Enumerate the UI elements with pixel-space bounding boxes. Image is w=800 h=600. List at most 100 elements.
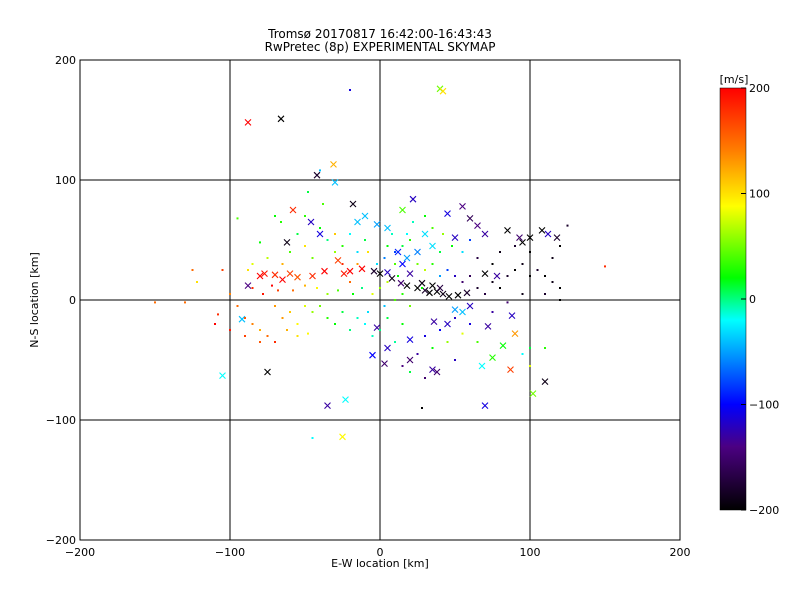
dot-marker-point xyxy=(416,263,419,265)
colorbar-ticks: 200 100 0 −100 −200 xyxy=(741,82,779,517)
dot-marker-point xyxy=(559,245,561,247)
x-marker-point xyxy=(354,218,361,226)
x-marker-point xyxy=(541,378,549,385)
dot-marker-point xyxy=(424,377,426,379)
x-marker-point xyxy=(271,271,279,279)
x-marker-point xyxy=(286,270,294,277)
dot-marker-point xyxy=(191,269,194,271)
y-axis-label: N-S location [km] xyxy=(28,252,41,348)
dot-marker-point xyxy=(461,332,464,335)
dot-marker-point xyxy=(604,265,606,268)
x-marker-point xyxy=(384,344,391,352)
x-marker-point xyxy=(256,272,264,280)
dot-marker-point xyxy=(491,263,494,265)
x-marker-point xyxy=(219,372,226,379)
dot-marker-point xyxy=(251,263,254,265)
x-marker-point xyxy=(340,270,348,277)
colorbar-tick-label: 0 xyxy=(749,293,756,306)
dot-marker-point xyxy=(311,311,314,313)
x-marker-point xyxy=(399,206,406,214)
dot-marker-point xyxy=(326,239,329,241)
dot-marker-point xyxy=(319,305,321,307)
x-marker-point xyxy=(418,279,426,287)
dot-marker-point xyxy=(311,437,314,439)
chart-subtitle: RwPretec (8p) EXPERIMENTAL SKYMAP xyxy=(265,40,496,54)
x-marker-point xyxy=(309,272,316,280)
dot-marker-point xyxy=(394,251,396,253)
dot-marker-point xyxy=(352,293,354,295)
x-marker-point xyxy=(406,356,414,364)
dot-marker-point xyxy=(451,245,453,247)
x-marker-point xyxy=(553,234,561,241)
dot-marker-point xyxy=(394,299,396,301)
dot-marker-point xyxy=(551,281,554,283)
y-tick-label: 200 xyxy=(55,54,76,67)
dot-marker-point xyxy=(367,251,369,253)
x-tick-label: 200 xyxy=(670,546,691,559)
dot-marker-point xyxy=(311,257,314,259)
dot-marker-point xyxy=(367,311,369,313)
dot-marker-point xyxy=(514,269,516,271)
dot-marker-point xyxy=(304,284,306,287)
dot-marker-point xyxy=(316,287,318,289)
dot-marker-point xyxy=(259,241,261,244)
x-marker-point xyxy=(244,282,252,289)
dot-marker-point xyxy=(514,245,516,247)
dot-marker-point xyxy=(394,263,396,265)
x-marker-point xyxy=(349,200,357,208)
colorbar-tick-label: −100 xyxy=(749,399,779,412)
dot-marker-point xyxy=(401,293,404,295)
x-marker-point xyxy=(463,289,471,297)
x-marker-point xyxy=(361,212,369,220)
dot-marker-point xyxy=(296,233,299,235)
dot-marker-point xyxy=(334,323,336,325)
dot-marker-point xyxy=(431,263,434,265)
dot-marker-point xyxy=(401,245,404,247)
x-marker-point xyxy=(459,308,466,316)
dot-marker-point xyxy=(280,221,282,223)
x-marker-point xyxy=(504,227,511,234)
y-tick-label: 100 xyxy=(55,174,76,187)
dot-marker-point xyxy=(401,365,404,367)
x-marker-point xyxy=(397,279,405,287)
dot-marker-point xyxy=(229,329,231,331)
x-marker-point xyxy=(508,312,516,319)
dot-marker-point xyxy=(383,305,386,307)
dot-marker-point xyxy=(499,287,501,289)
dot-marker-point xyxy=(521,353,524,355)
dot-marker-point xyxy=(421,407,423,409)
x-marker-point xyxy=(384,224,391,232)
x-marker-point xyxy=(321,267,328,275)
x-marker-point xyxy=(244,119,252,126)
x-tick-label: 100 xyxy=(520,546,541,559)
dot-marker-point xyxy=(322,203,324,205)
dot-marker-point xyxy=(521,263,524,265)
dot-marker-point xyxy=(416,353,419,355)
dot-marker-point xyxy=(184,301,186,304)
dot-marker-point xyxy=(406,233,408,235)
dot-marker-point xyxy=(421,287,423,289)
dot-marker-point xyxy=(476,341,479,343)
dot-marker-point xyxy=(394,341,396,343)
x-marker-point xyxy=(409,195,417,203)
dot-marker-point xyxy=(349,233,351,235)
dot-marker-point xyxy=(214,323,216,325)
dot-marker-point xyxy=(544,347,546,349)
x-marker-point xyxy=(526,234,534,241)
x-marker-point xyxy=(444,210,451,217)
x-marker-point xyxy=(414,248,421,256)
dot-marker-point xyxy=(364,323,366,325)
x-marker-point xyxy=(538,227,546,234)
x-marker-point xyxy=(370,267,378,275)
dot-marker-point xyxy=(386,317,389,319)
x-marker-point xyxy=(373,221,381,228)
dot-marker-point xyxy=(154,301,156,304)
x-marker-point xyxy=(451,306,459,313)
dot-marker-point xyxy=(386,245,389,247)
x-marker-point xyxy=(445,293,453,300)
dot-marker-point xyxy=(454,359,456,361)
dot-marker-point xyxy=(379,329,381,331)
x-marker-point xyxy=(313,171,321,179)
dot-marker-point xyxy=(196,281,198,283)
